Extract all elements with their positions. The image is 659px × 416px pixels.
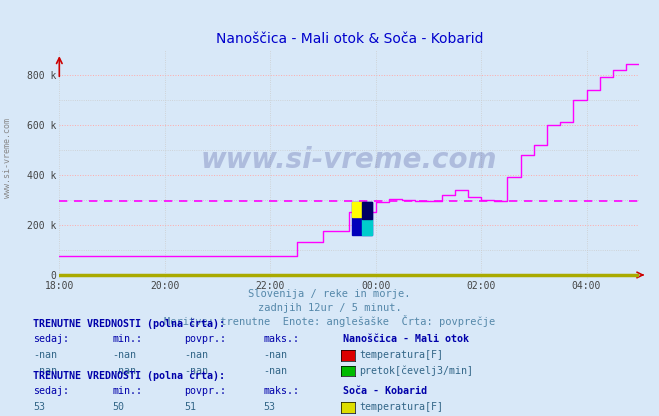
Title: Nanoščica - Mali otok & Soča - Kobarid: Nanoščica - Mali otok & Soča - Kobarid xyxy=(215,32,483,46)
Text: -nan: -nan xyxy=(33,350,57,360)
Text: maks.:: maks.: xyxy=(264,334,300,344)
Text: 51: 51 xyxy=(185,402,196,412)
Text: 53: 53 xyxy=(33,402,45,412)
Text: TRENUTNE VREDNOSTI (polna črta):: TRENUTNE VREDNOSTI (polna črta): xyxy=(33,318,225,329)
Text: Slovenija / reke in morje.: Slovenija / reke in morje. xyxy=(248,290,411,300)
Text: www.si-vreme.com: www.si-vreme.com xyxy=(201,146,498,174)
Text: www.si-vreme.com: www.si-vreme.com xyxy=(3,118,13,198)
Text: -nan: -nan xyxy=(185,350,208,360)
Text: -nan: -nan xyxy=(112,350,136,360)
Bar xyxy=(352,203,363,217)
Text: maks.:: maks.: xyxy=(264,386,300,396)
Text: sedaj:: sedaj: xyxy=(33,334,69,344)
Text: -nan: -nan xyxy=(264,350,287,360)
Bar xyxy=(352,203,372,235)
Text: temperatura[F]: temperatura[F] xyxy=(359,350,443,360)
Text: min.:: min.: xyxy=(112,386,142,396)
Text: zadnjih 12ur / 5 minut.: zadnjih 12ur / 5 minut. xyxy=(258,303,401,313)
Text: min.:: min.: xyxy=(112,334,142,344)
Text: sedaj:: sedaj: xyxy=(33,386,69,396)
Text: temperatura[F]: temperatura[F] xyxy=(359,402,443,412)
Text: Nanoščica - Mali otok: Nanoščica - Mali otok xyxy=(343,334,469,344)
Text: pretok[čevelj3/min]: pretok[čevelj3/min] xyxy=(359,366,473,376)
Text: povpr.:: povpr.: xyxy=(185,386,227,396)
Text: -nan: -nan xyxy=(33,366,57,376)
Text: povpr.:: povpr.: xyxy=(185,334,227,344)
Text: Soča - Kobarid: Soča - Kobarid xyxy=(343,386,426,396)
Text: -nan: -nan xyxy=(264,366,287,376)
Text: 53: 53 xyxy=(264,402,275,412)
Text: 50: 50 xyxy=(112,402,124,412)
Text: -nan: -nan xyxy=(185,366,208,376)
Bar xyxy=(362,219,372,235)
Text: -nan: -nan xyxy=(112,366,136,376)
Bar xyxy=(362,203,372,219)
Text: TRENUTNE VREDNOSTI (polna črta):: TRENUTNE VREDNOSTI (polna črta): xyxy=(33,370,225,381)
Text: Meritve: trenutne  Enote: anglešaške  Črta: povprečje: Meritve: trenutne Enote: anglešaške Črta… xyxy=(164,315,495,327)
